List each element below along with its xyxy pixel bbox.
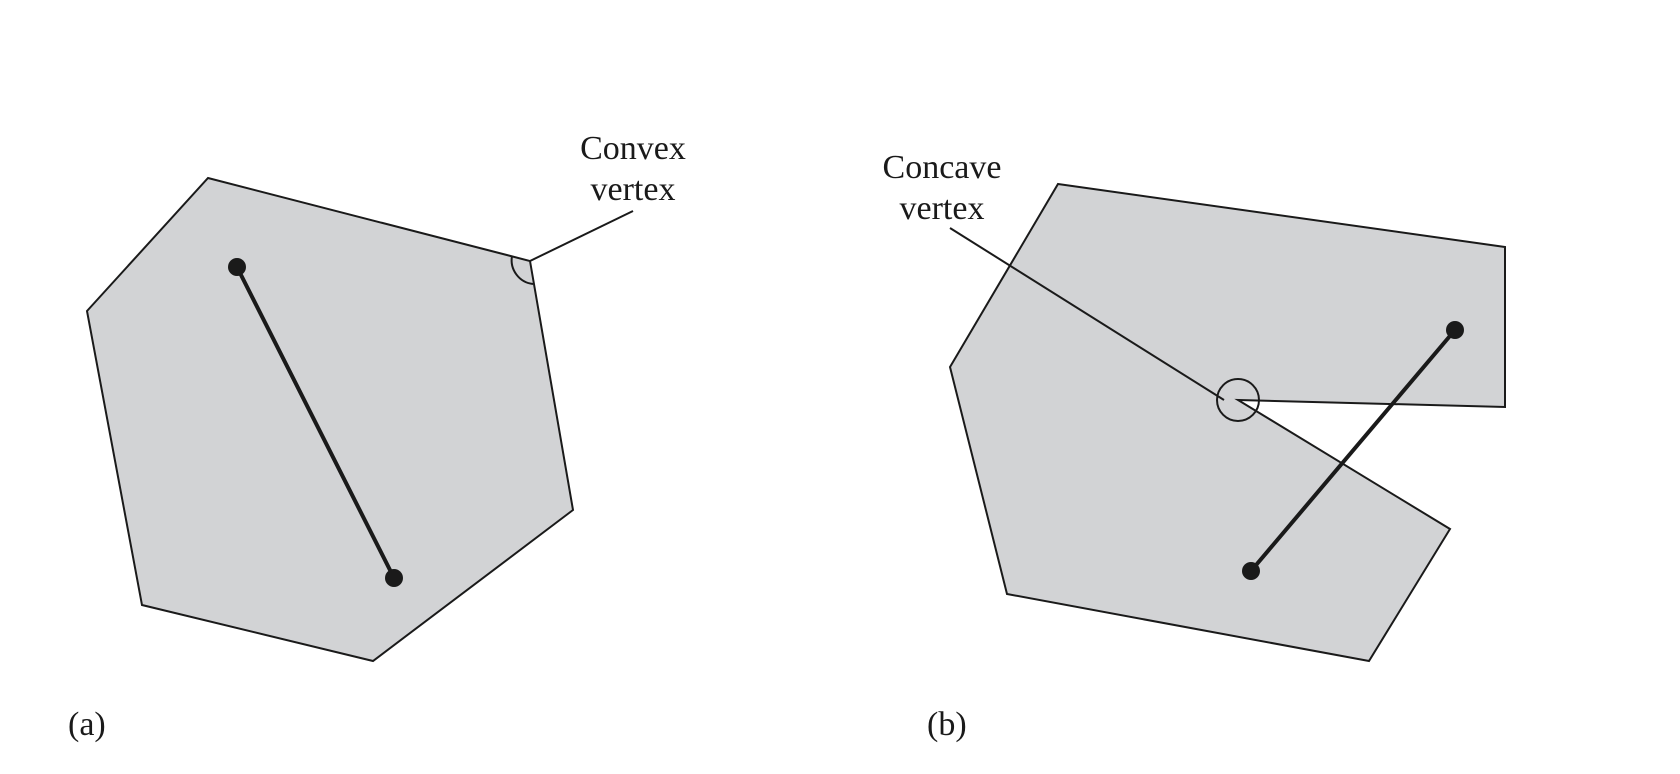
convex-vertex-angle-marker: [510, 255, 534, 285]
panel-b-label: (b): [927, 706, 967, 743]
concave-vertex-leader: [949, 227, 1225, 401]
interior-segment-a: [235, 265, 396, 580]
segment-a-start-point: [228, 258, 246, 276]
exterior-crossing-segment-b: [1249, 328, 1457, 573]
panel-a: Convex vertex (a): [68, 130, 686, 743]
convex-polygon: [85, 176, 575, 663]
convex-vertex-label-line1: Convex: [580, 130, 686, 167]
segment-b-end-point: [1242, 562, 1260, 580]
panel-a-label: (a): [68, 706, 106, 743]
concave-polygon: [948, 182, 1506, 663]
segment-b-start-point: [1446, 321, 1464, 339]
panel-b: Concave vertex (b): [883, 149, 1506, 743]
concave-vertex-angle-marker: [1216, 378, 1260, 422]
convex-vertex-leader: [529, 210, 634, 262]
concave-vertex-label-line2: vertex: [900, 190, 985, 227]
convex-vertex-label-line2: vertex: [591, 171, 676, 208]
segment-a-end-point: [385, 569, 403, 587]
concave-vertex-label-line1: Concave: [883, 149, 1002, 186]
